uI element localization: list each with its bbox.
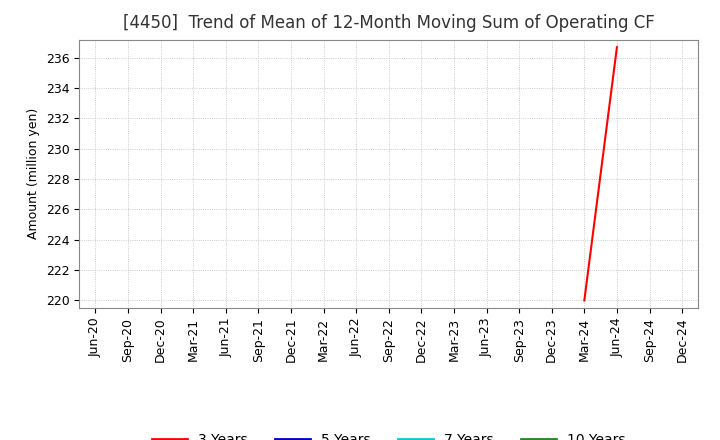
Y-axis label: Amount (million yen): Amount (million yen)	[27, 108, 40, 239]
Title: [4450]  Trend of Mean of 12-Month Moving Sum of Operating CF: [4450] Trend of Mean of 12-Month Moving …	[123, 15, 654, 33]
Legend: 3 Years, 5 Years, 7 Years, 10 Years: 3 Years, 5 Years, 7 Years, 10 Years	[146, 428, 631, 440]
